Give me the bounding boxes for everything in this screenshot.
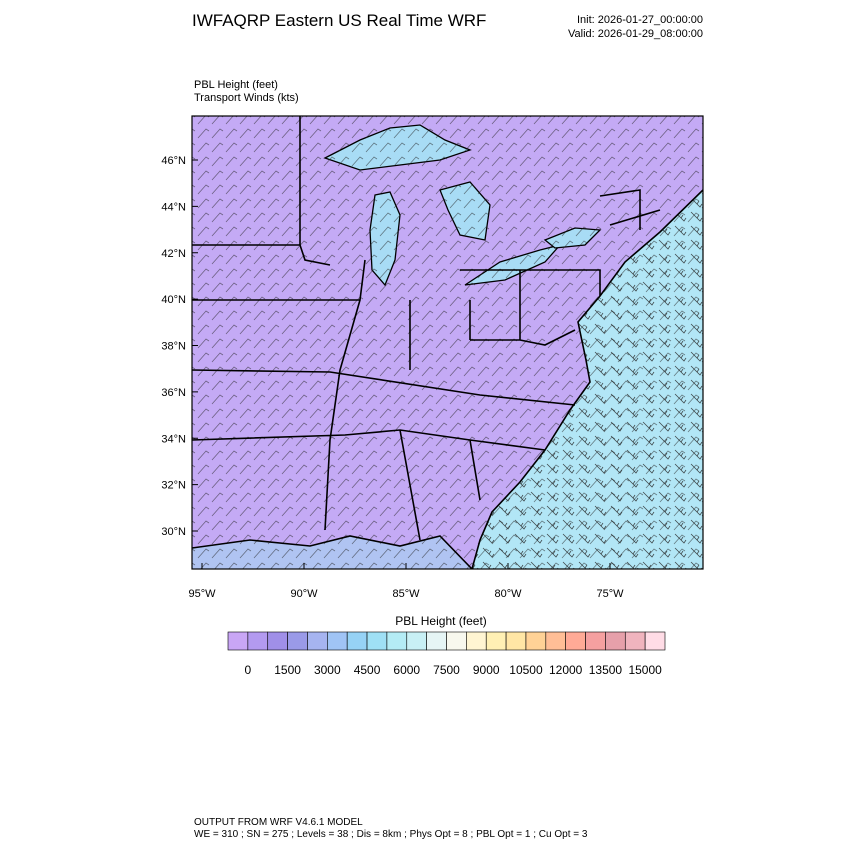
colorbar-box [565,631,586,651]
colorbar-label: 15000 [628,663,662,677]
colorbar-label: 7500 [433,663,460,677]
colorbar-box [267,631,288,651]
colorbar-box [247,631,269,651]
colorbar-box [466,631,487,651]
colorbar-title: PBL Height (feet) [395,614,487,628]
colorbar-label: 9000 [473,663,500,677]
colorbar-box [644,631,666,651]
vector-label: Transport Winds (kts) [194,92,299,104]
colorbar-box [545,631,566,651]
lat-label: 42°N [161,248,186,260]
map [192,116,703,569]
colorbar-box [585,631,606,651]
title: IWFAQRP Eastern US Real Time WRF [192,11,486,30]
colorbar-box [307,631,328,651]
lat-label: 30°N [161,526,186,538]
init-time: Init: 2026-01-27_00:00:00 [577,14,703,26]
colorbar-box [327,631,348,651]
colorbar-box [624,631,646,651]
colorbar: 0 1500 3000 4500 6000 7500 9000 10500 12000 13500… [227,631,666,677]
map-axes: 46°N 44°N 42°N 40°N 38°N 36°N 34°N 32°N 30°N 95°W… [161,155,624,600]
colorbar-box [366,631,388,651]
colorbar-box [446,631,467,651]
colorbar-label: 12000 [549,663,583,677]
map-frame [191,115,704,570]
colorbar-box [426,631,447,651]
lat-label: 40°N [161,294,186,306]
colorbar-box [525,631,547,651]
lat-label: 44°N [161,201,186,213]
lon-label: 85°W [392,588,420,600]
lat-label: 32°N [161,480,186,492]
lon-label: 80°W [494,588,522,600]
colorbar-box [406,631,427,651]
lon-label: 95°W [188,588,216,600]
lon-label: 75°W [596,588,624,600]
colorbar-label: 3000 [314,663,341,677]
colorbar-box [227,631,249,651]
ocean-wind-barbs [472,190,703,569]
footer-line2: WE = 310 ; SN = 275 ; Levels = 38 ; Dis … [194,829,588,840]
colorbar-box [287,631,308,651]
lat-label: 38°N [161,341,186,353]
lat-label: 36°N [161,387,186,399]
colorbar-box [605,631,626,651]
field-label: PBL Height (feet) [194,79,278,91]
lat-label: 34°N [161,433,186,445]
colorbar-box [505,631,527,651]
colorbar-box [386,631,408,651]
valid-time: Valid: 2026-01-29_08:00:00 [568,28,703,40]
colorbar-box [346,631,368,651]
colorbar-label: 4500 [354,663,381,677]
footer-line1: OUTPUT FROM WRF V4.6.1 MODEL [194,817,363,828]
lon-label: 90°W [290,588,318,600]
colorbar-box [485,631,507,651]
colorbar-label: 1500 [274,663,301,677]
borders [192,116,703,569]
colorbar-label: 6000 [393,663,420,677]
colorbar-label: 13500 [589,663,623,677]
lat-label: 46°N [161,155,186,167]
colorbar-label: 10500 [509,663,543,677]
colorbar-label: 0 [245,663,252,677]
